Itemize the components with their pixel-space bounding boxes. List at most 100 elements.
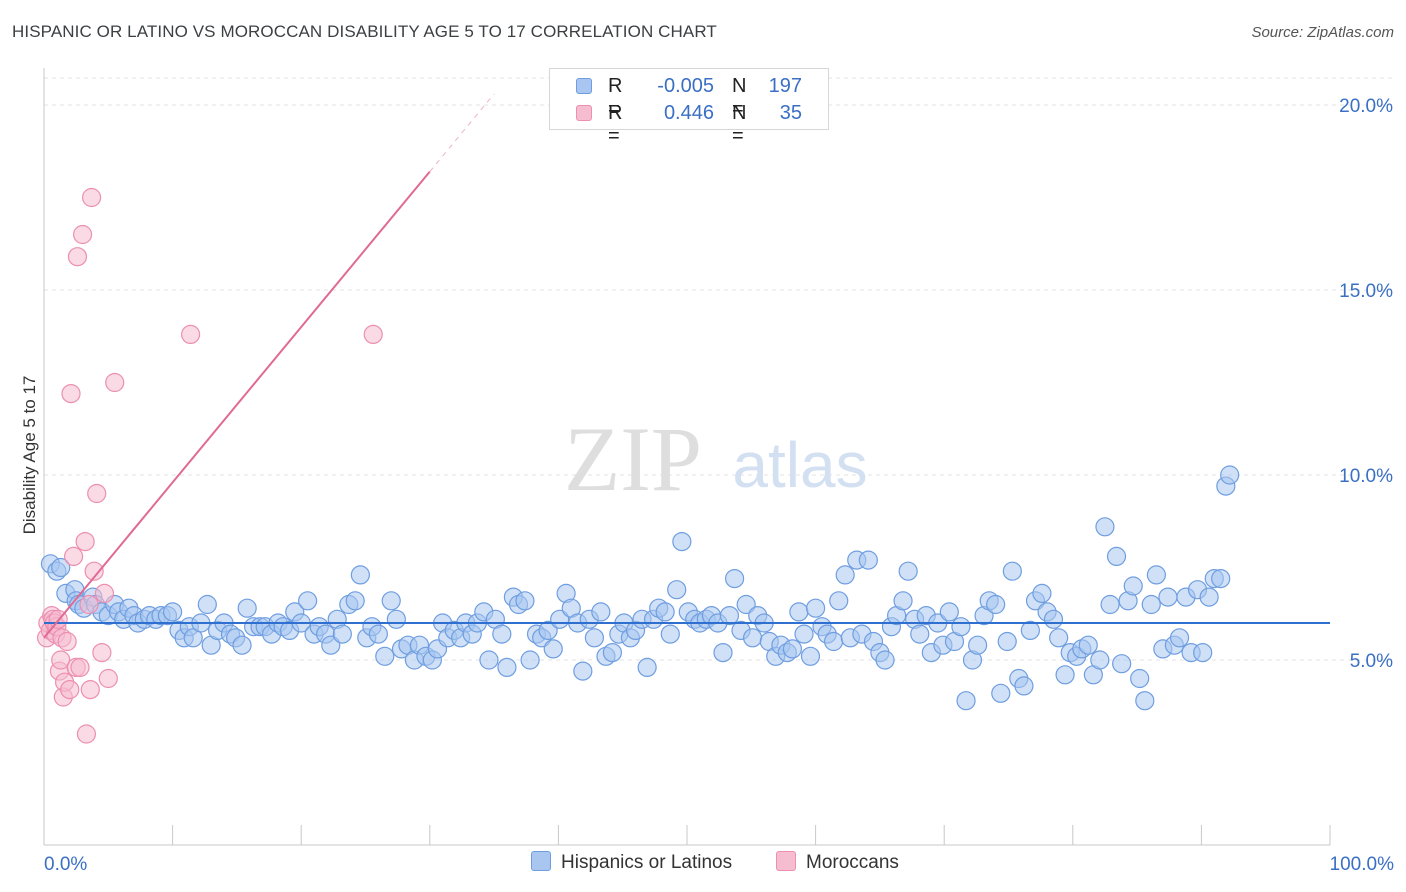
hispanic-point <box>829 591 849 611</box>
hispanic-point <box>1049 628 1069 648</box>
moroccan-point <box>51 650 71 670</box>
legend-n-label: N = <box>732 102 747 147</box>
moroccan-point <box>67 247 88 267</box>
bottom-legend-moroccans[interactable]: Moroccans <box>776 851 899 874</box>
hispanic-point <box>672 531 692 552</box>
legend-n-value: 35 <box>779 102 802 124</box>
hispanic-point <box>573 661 593 681</box>
hispanic-point <box>794 624 814 644</box>
moroccan-point <box>87 483 107 504</box>
hispanic-point <box>1135 691 1155 711</box>
bottom-legend-label-hispanics: Hispanics or Latinos <box>561 852 733 873</box>
x-tick-label-min: 0.0% <box>44 854 87 875</box>
hispanic-point <box>543 639 563 659</box>
moroccan-point <box>76 724 97 744</box>
bottom-legend-label-moroccans: Moroccans <box>806 852 899 873</box>
hispanic-point <box>805 598 826 618</box>
moroccan-point <box>81 187 102 208</box>
y-tick-label: 10.0% <box>1339 466 1393 487</box>
legend-r-value: 0.446 <box>663 102 714 124</box>
y-tick-label: 5.0% <box>1350 651 1393 672</box>
series-moroccans-points <box>36 187 383 744</box>
hispanic-point <box>1055 665 1075 685</box>
legend-n-label: N = <box>732 75 747 120</box>
hispanic-point <box>1158 587 1178 607</box>
hispanic-point <box>1220 465 1240 485</box>
y-tick-label: 15.0% <box>1339 281 1393 302</box>
bottom-legend-hispanics[interactable]: Hispanics or Latinos <box>531 851 732 874</box>
hispanic-point <box>538 620 558 641</box>
source-credit: Source: ZipAtlas.com <box>1251 24 1394 41</box>
hispanic-point <box>350 565 370 585</box>
hispanic-point <box>1112 654 1132 674</box>
chart-title: HISPANIC OR LATINO VS MOROCCAN DISABILIT… <box>12 22 717 41</box>
hispanic-point <box>991 683 1011 703</box>
hispanic-point <box>1020 620 1040 641</box>
y-tick-label: 20.0% <box>1339 96 1393 117</box>
hispanic-point <box>1043 609 1064 629</box>
trend-line-moroccans <box>43 170 431 639</box>
hispanic-point <box>479 650 499 670</box>
hispanic-point <box>321 635 341 655</box>
moroccan-point <box>60 679 80 700</box>
moroccan-point <box>63 546 84 567</box>
trend-line-moroccans-extension <box>429 93 495 172</box>
hispanic-point <box>515 591 535 611</box>
moroccan-point <box>105 372 125 393</box>
hispanic-point <box>782 639 803 659</box>
legend-swatch-moroccans <box>576 105 592 121</box>
hispanic-point <box>898 561 918 581</box>
hispanic-point <box>1090 650 1110 670</box>
legend-r-value: -0.005 <box>657 75 714 97</box>
moroccan-point <box>61 384 81 404</box>
moroccan-point <box>75 531 95 552</box>
hispanic-point <box>667 580 687 600</box>
hispanic-point <box>824 631 844 652</box>
moroccan-point <box>84 561 104 581</box>
hispanic-point <box>183 628 203 648</box>
moroccan-point <box>57 631 77 652</box>
hispanic-point <box>800 646 821 666</box>
hispanic-point <box>986 594 1006 615</box>
correlation-legend: R = -0.005 N = 197 R = 0.446 N = 35 <box>549 68 829 147</box>
hispanic-point <box>1100 594 1120 615</box>
hispanic-point <box>386 609 406 629</box>
hispanic-point <box>660 624 680 644</box>
gridlines <box>44 77 1392 661</box>
hispanic-point <box>345 591 365 611</box>
watermark: ZIP atlas <box>564 408 868 510</box>
hispanic-point <box>997 631 1017 652</box>
hispanic-point <box>492 624 512 644</box>
moroccan-point <box>181 324 201 344</box>
legend-r-label: R = <box>608 102 623 147</box>
hispanic-point <box>875 650 895 670</box>
moroccan-point <box>70 657 90 678</box>
hispanic-point <box>1193 642 1213 663</box>
hispanic-point <box>742 628 763 648</box>
moroccan-point <box>92 642 112 663</box>
hispanic-point <box>713 642 733 663</box>
x-tick-label-max: 100.0% <box>1330 854 1395 875</box>
watermark-zip: ZIP <box>564 408 702 510</box>
hispanic-point <box>1095 517 1115 537</box>
hispanic-point <box>858 550 878 570</box>
hispanic-point <box>893 591 913 611</box>
moroccan-point <box>98 668 118 689</box>
moroccan-point <box>72 224 93 245</box>
hispanic-point <box>298 591 318 611</box>
hispanic-point <box>724 568 745 589</box>
hispanic-point <box>956 691 976 711</box>
moroccan-point <box>363 324 383 344</box>
hispanic-point <box>51 557 71 578</box>
hispanic-point <box>520 650 540 670</box>
legend-swatch-hispanics <box>576 78 592 94</box>
hispanic-point <box>789 602 809 622</box>
moroccan-point <box>80 679 100 700</box>
hispanic-point <box>1141 594 1161 615</box>
hispanic-point <box>1199 587 1219 607</box>
series-hispanics-points <box>40 465 1240 711</box>
bottom-legend-swatch-hispanics <box>531 851 551 871</box>
hispanic-point <box>232 635 252 655</box>
hispanic-point <box>910 624 930 644</box>
